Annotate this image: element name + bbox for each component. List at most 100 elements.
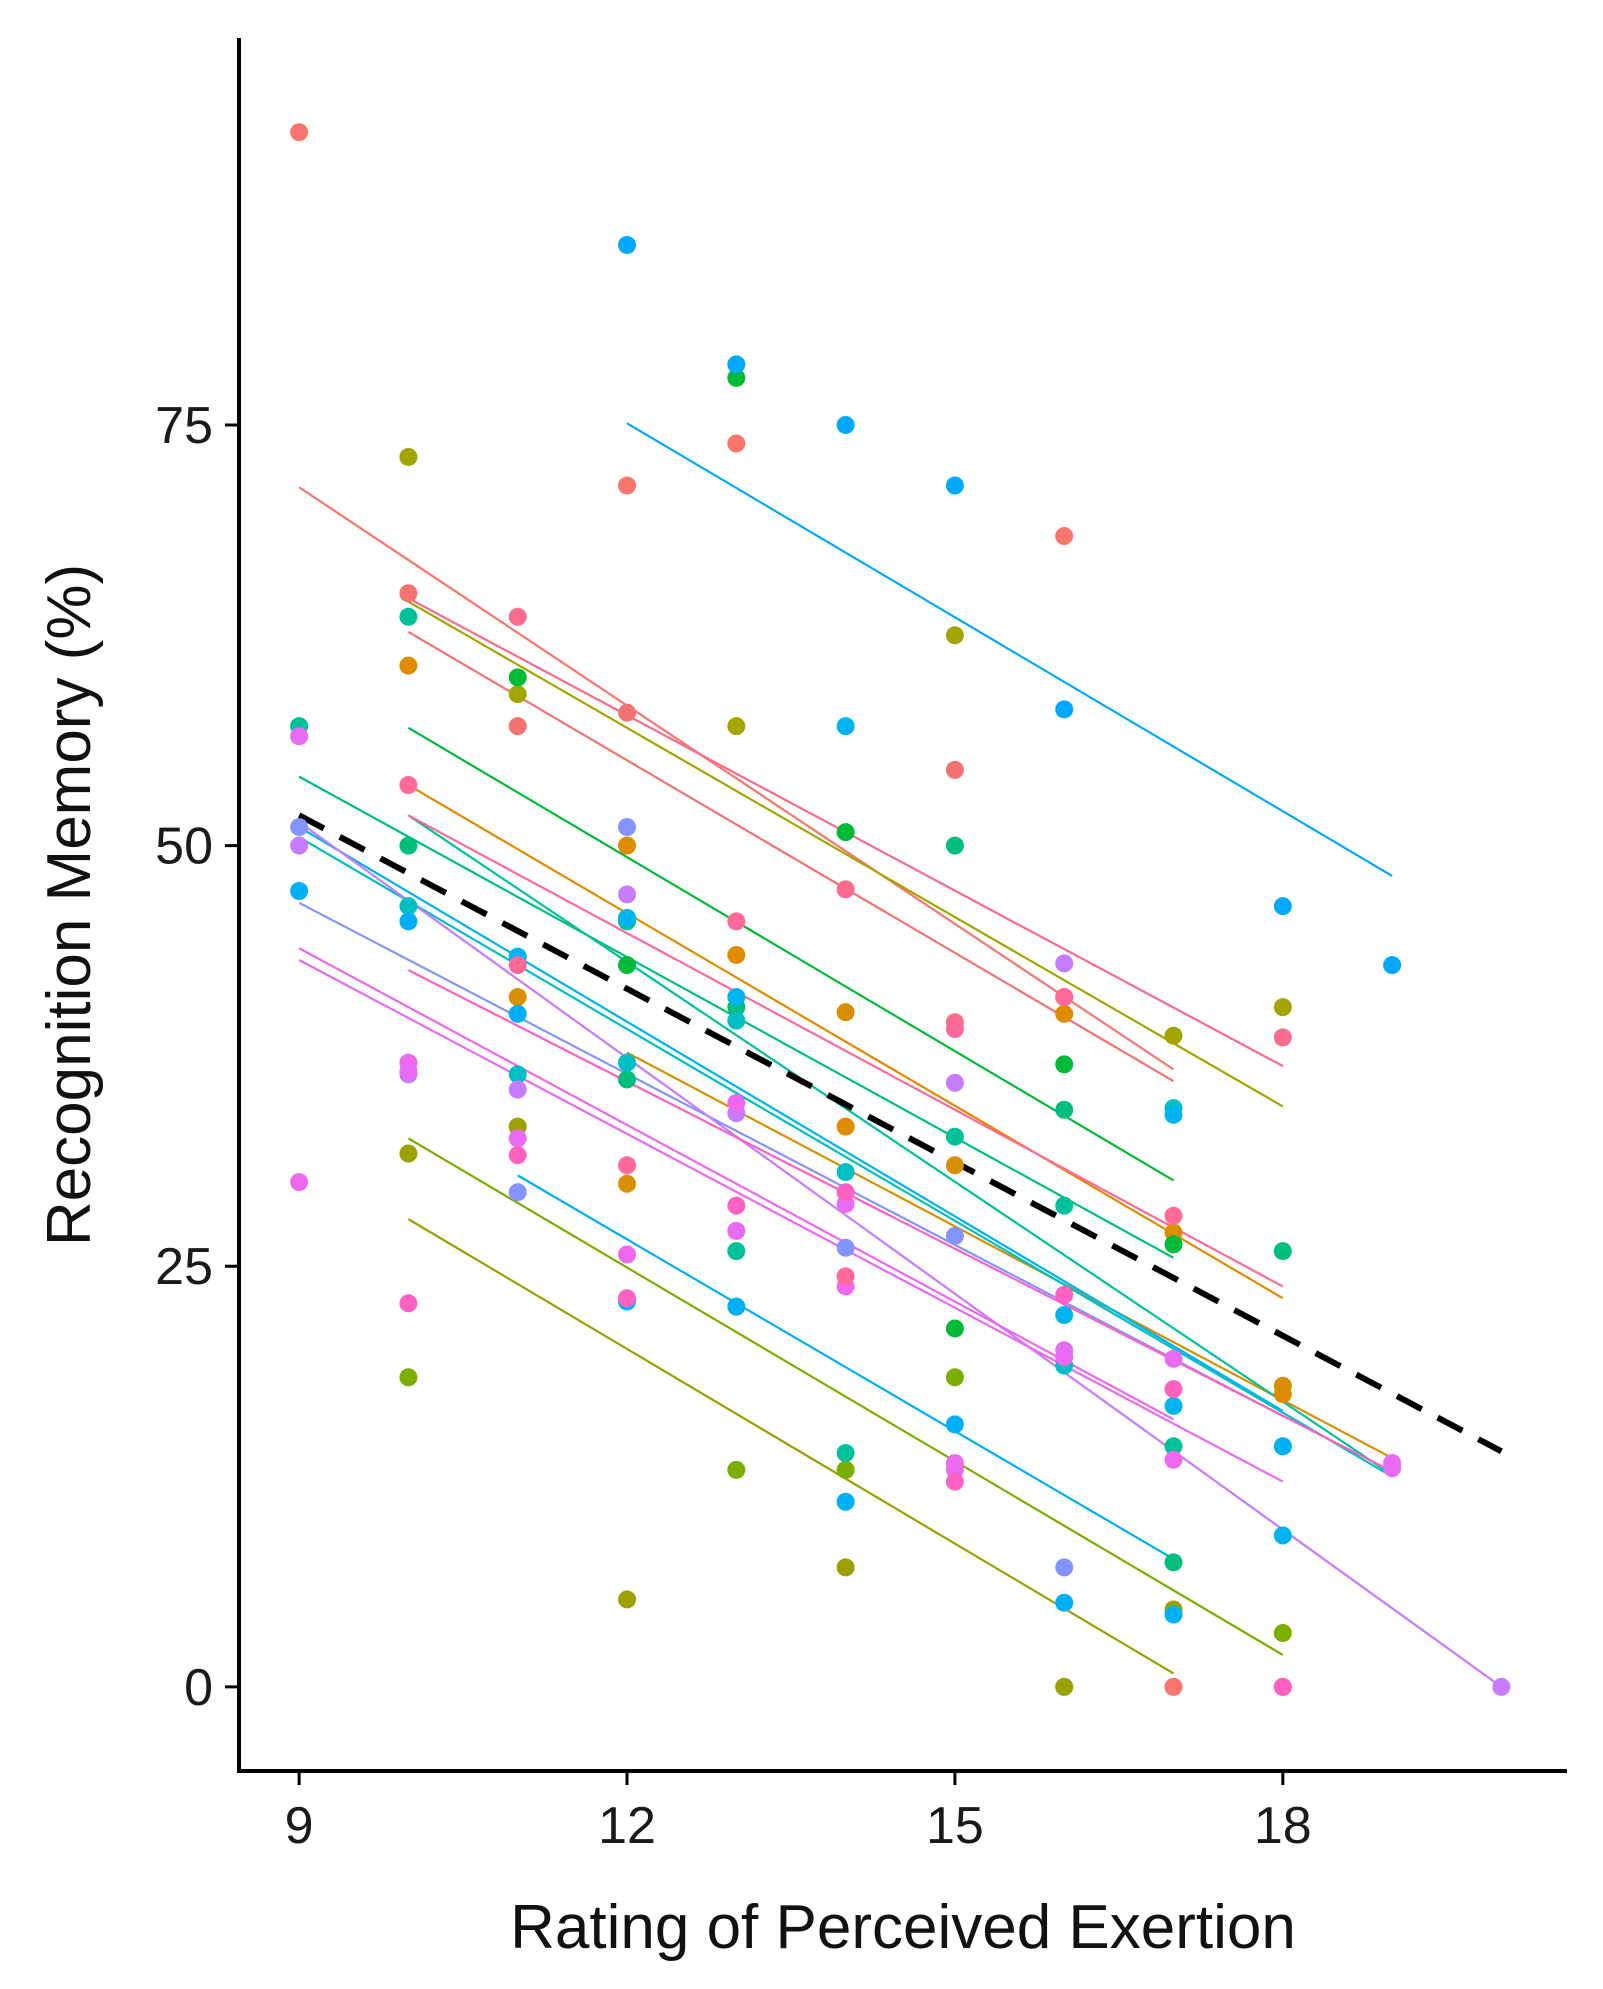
fit-line-14 bbox=[626, 422, 1393, 877]
fit-line-8 bbox=[407, 1137, 1284, 1656]
point-20-6 bbox=[945, 1472, 964, 1491]
point-4-3 bbox=[727, 945, 746, 964]
point-17-8 bbox=[1492, 1677, 1511, 1696]
x-tick-label: 9 bbox=[285, 1797, 314, 1855]
point-14-2 bbox=[727, 355, 746, 374]
fit-line-1 bbox=[298, 486, 1175, 1071]
point-10-2 bbox=[618, 1070, 637, 1089]
point-21-8 bbox=[1164, 1206, 1183, 1225]
overall-trend bbox=[297, 812, 1503, 1454]
x-axis-title: Rating of Perceived Exertion bbox=[510, 1893, 1296, 1962]
point-15-5 bbox=[1055, 1306, 1074, 1325]
point-19-7 bbox=[1055, 1341, 1074, 1360]
point-20-8 bbox=[1164, 1380, 1183, 1399]
fit-line-15 bbox=[298, 826, 1284, 1412]
point-19-9 bbox=[1383, 1459, 1402, 1478]
point-11-7 bbox=[1055, 1196, 1074, 1215]
point-8-4 bbox=[945, 1368, 964, 1387]
point-20-7 bbox=[1055, 1285, 1074, 1304]
point-2-4 bbox=[945, 760, 964, 779]
point-13-6 bbox=[836, 1492, 855, 1511]
point-17-3 bbox=[508, 1080, 527, 1099]
point-2-3 bbox=[618, 703, 637, 722]
point-5-2 bbox=[618, 1174, 637, 1193]
point-17-6 bbox=[945, 1073, 964, 1092]
fit-line-6 bbox=[407, 600, 1284, 1108]
point-11-6 bbox=[945, 1127, 964, 1146]
point-12-4 bbox=[727, 1011, 746, 1030]
point-16-3 bbox=[618, 818, 637, 837]
fit-line-4 bbox=[407, 784, 1284, 1300]
point-9-3 bbox=[727, 368, 746, 387]
point-19-4 bbox=[727, 1221, 746, 1240]
point-10-4 bbox=[945, 836, 964, 855]
point-18-4 bbox=[727, 1094, 746, 1113]
point-19-8 bbox=[1164, 1349, 1183, 1368]
x-ticks: 9 12 15 18 bbox=[285, 1771, 1312, 1855]
point-9-2 bbox=[618, 956, 637, 975]
fit-line-16 bbox=[298, 901, 1284, 1417]
point-21-5 bbox=[836, 1267, 855, 1286]
point-11-2 bbox=[399, 607, 418, 626]
point-8-3 bbox=[836, 1460, 855, 1479]
point-15-3 bbox=[727, 988, 746, 1007]
point-13-2 bbox=[399, 912, 418, 931]
point-14-1 bbox=[618, 235, 637, 254]
point-1-3 bbox=[727, 434, 746, 453]
point-4-2 bbox=[618, 836, 637, 855]
point-9-4 bbox=[836, 823, 855, 842]
y-tick-label: 75 bbox=[155, 397, 213, 455]
point-10-1 bbox=[399, 836, 418, 855]
point-7-4 bbox=[836, 1558, 855, 1577]
fit-line-2 bbox=[407, 630, 1175, 1083]
point-10-5 bbox=[1055, 1100, 1074, 1119]
y-ticks: 0 25 50 75 bbox=[155, 397, 239, 1717]
point-16-2 bbox=[508, 1183, 527, 1202]
point-8-2 bbox=[727, 1460, 746, 1479]
y-tick-label: 50 bbox=[155, 818, 213, 876]
point-5-6 bbox=[1273, 1376, 1292, 1395]
point-11-8 bbox=[1164, 1437, 1183, 1456]
point-12-1 bbox=[399, 897, 418, 916]
point-14-5 bbox=[1055, 700, 1074, 719]
point-3-2 bbox=[836, 880, 855, 899]
fit-line-17 bbox=[298, 821, 1503, 1688]
point-17-4 bbox=[618, 885, 637, 904]
point-15-8 bbox=[1273, 1526, 1292, 1545]
x-tick-label: 12 bbox=[598, 1797, 656, 1855]
point-9-5 bbox=[945, 1319, 964, 1338]
point-4-4 bbox=[836, 1117, 855, 1136]
y-tick-label: 0 bbox=[184, 1659, 213, 1717]
point-3-5 bbox=[1273, 1028, 1292, 1047]
point-3-1 bbox=[508, 607, 527, 626]
fit-line-13 bbox=[517, 1174, 1175, 1560]
point-19-1 bbox=[290, 727, 309, 746]
point-6-3 bbox=[727, 717, 746, 736]
point-11-4 bbox=[727, 1242, 746, 1261]
point-16-5 bbox=[945, 1226, 964, 1245]
point-13-7 bbox=[945, 1415, 964, 1434]
point-20-5 bbox=[836, 1183, 855, 1202]
point-17-1 bbox=[290, 836, 309, 855]
point-1-5 bbox=[1164, 1677, 1183, 1696]
point-18-1 bbox=[290, 1173, 309, 1192]
point-6-5 bbox=[1164, 1026, 1183, 1045]
point-15-7 bbox=[1164, 1396, 1183, 1415]
point-12-3 bbox=[618, 1053, 637, 1072]
point-20-4 bbox=[727, 1196, 746, 1215]
overall-trend-line bbox=[297, 812, 1503, 1454]
point-21-1 bbox=[399, 776, 418, 795]
fit-line-19 bbox=[298, 959, 1284, 1483]
point-13-9 bbox=[1164, 1605, 1183, 1624]
point-6-2 bbox=[508, 685, 527, 704]
point-10-6 bbox=[1164, 1553, 1183, 1572]
point-12-2 bbox=[508, 1065, 527, 1084]
point-15-2 bbox=[618, 908, 637, 927]
point-21-3 bbox=[618, 1156, 637, 1175]
point-20-1 bbox=[399, 1294, 418, 1313]
point-18-8 bbox=[1164, 1450, 1183, 1469]
point-13-10 bbox=[1273, 1437, 1292, 1456]
point-1-1 bbox=[290, 123, 309, 142]
point-20-2 bbox=[508, 1146, 527, 1165]
point-19-3 bbox=[508, 1129, 527, 1148]
